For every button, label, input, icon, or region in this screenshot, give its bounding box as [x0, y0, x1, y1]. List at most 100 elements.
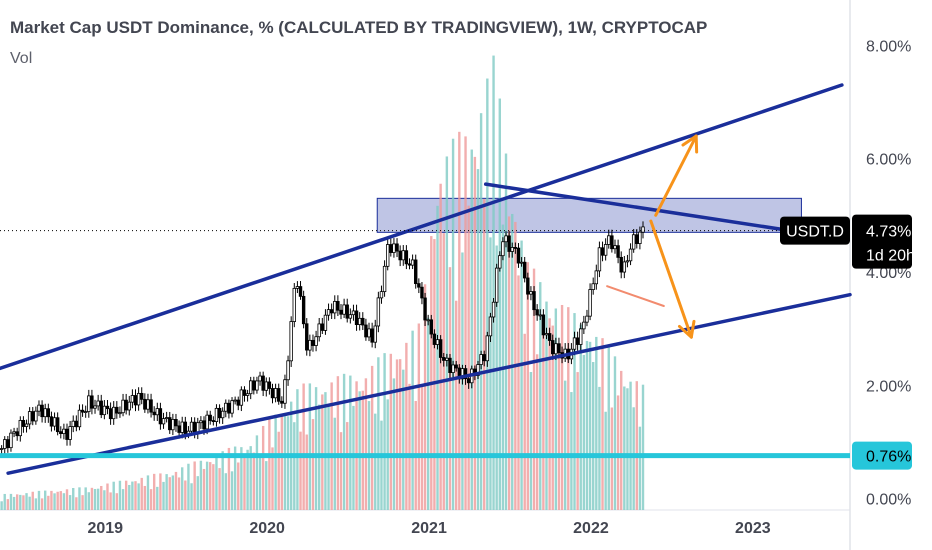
candle-body	[410, 259, 415, 266]
y-tick-label: 8.00%	[866, 38, 911, 55]
volume-bar	[305, 434, 308, 510]
candle-body	[40, 404, 44, 418]
candle-body	[491, 301, 496, 318]
candle-body	[242, 389, 247, 396]
candle-body	[616, 245, 620, 258]
candle-body	[292, 287, 296, 322]
candle-body	[99, 400, 103, 416]
volume-bar	[330, 382, 333, 510]
candle-body	[333, 301, 337, 314]
candle-body	[557, 343, 561, 354]
candle-body	[130, 395, 135, 403]
volume-bar	[184, 480, 187, 510]
candle-body	[625, 260, 630, 263]
candle-body	[71, 420, 75, 428]
candle-body	[538, 314, 542, 317]
volume-bar	[595, 336, 598, 510]
candle-body	[255, 380, 259, 391]
candle-body	[96, 400, 100, 407]
volume-bar	[9, 493, 13, 510]
volume-bar	[68, 495, 72, 510]
volume-legend-label: Vol	[10, 50, 33, 67]
candle-body	[0, 448, 4, 450]
candle-body	[27, 411, 32, 425]
candle-body	[364, 324, 368, 338]
volume-bar	[168, 477, 171, 510]
candle-body	[423, 297, 427, 321]
volume-bar	[72, 487, 75, 510]
volume-bar	[190, 483, 193, 510]
candle-body	[510, 247, 514, 252]
candle-body	[236, 399, 240, 406]
volume-bar	[473, 156, 477, 511]
candle-body	[21, 420, 26, 427]
candle-body	[342, 304, 346, 315]
volume-bar	[174, 471, 178, 510]
descending-resistance-line	[483, 182, 804, 235]
candle-body	[420, 286, 424, 299]
volume-bar	[15, 494, 19, 510]
candle-body	[43, 408, 47, 418]
candle-body	[619, 256, 623, 273]
y-tick-label: 4.00%	[866, 265, 911, 282]
candle-body	[143, 398, 147, 410]
candle-body	[295, 286, 300, 289]
volume-bar	[632, 407, 635, 510]
candle-body	[407, 263, 412, 266]
volume-bar	[202, 468, 206, 510]
volume-bar	[177, 477, 181, 510]
volume-bar	[53, 493, 56, 510]
candle-body	[361, 317, 365, 326]
candle-body	[463, 368, 468, 380]
volume-bar	[585, 340, 589, 510]
volume-bar	[255, 435, 259, 510]
volume-bar	[498, 98, 501, 510]
volume-bar	[551, 325, 554, 510]
volume-bar	[118, 480, 122, 510]
volume-bar	[638, 426, 642, 510]
volume-bar	[417, 323, 421, 510]
volume-bar	[467, 205, 470, 510]
candle-body	[445, 357, 449, 361]
volume-bar	[408, 383, 411, 510]
candle-body	[112, 406, 116, 420]
candle-body	[582, 321, 586, 330]
volume-bar	[479, 113, 483, 511]
volume-bar	[100, 485, 103, 510]
candle-body	[448, 357, 452, 373]
volume-bar	[224, 473, 227, 510]
candle-body	[233, 399, 237, 402]
volume-bar	[535, 354, 539, 510]
volume-bar	[591, 362, 595, 510]
arrow-up-icon-head	[681, 134, 699, 154]
candle-body	[541, 314, 546, 336]
volume-bar	[383, 353, 386, 510]
volume-bar	[507, 216, 511, 511]
candle-body	[488, 316, 493, 337]
volume-bar	[355, 381, 358, 510]
volume-bar	[314, 387, 318, 510]
volume-bar	[293, 422, 296, 510]
candle-body	[501, 241, 505, 257]
volume-bar	[321, 394, 324, 510]
candle-body	[267, 381, 272, 389]
volume-bar	[454, 300, 458, 510]
volume-bar	[364, 378, 368, 510]
volume-bar	[374, 413, 377, 510]
candle-body	[264, 381, 268, 391]
candle-body	[498, 255, 502, 269]
candle-body	[591, 283, 595, 290]
candle-body	[286, 360, 290, 381]
candle-body	[174, 419, 178, 427]
x-tick-label: 2019	[87, 520, 123, 537]
volume-bar	[548, 318, 551, 510]
candle-body	[442, 357, 446, 361]
volume-bar	[215, 456, 218, 510]
candle-body	[579, 328, 583, 345]
volume-bar	[75, 497, 78, 510]
candle-body	[554, 343, 558, 355]
volume-bar	[582, 354, 586, 510]
volume-bar	[623, 386, 626, 510]
